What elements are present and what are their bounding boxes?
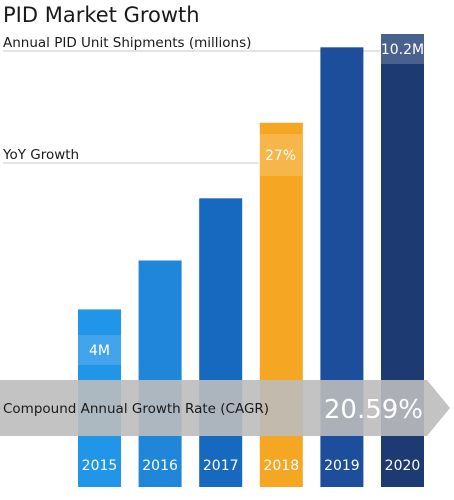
bar-2017 (199, 198, 243, 488)
start-value-label: 4M (89, 343, 110, 359)
bar-2016 (138, 260, 182, 487)
cagr-arrow (0, 380, 450, 436)
x-tick-label: 2020 (385, 458, 421, 474)
yoy-label: YoY Growth (2, 147, 79, 163)
shipments-value-badge (381, 34, 424, 64)
x-tick-label: 2018 (263, 458, 299, 474)
shipments-label: Annual PID Unit Shipments (millions) (3, 35, 251, 51)
yoy-value-label: 27% (265, 148, 296, 164)
x-tick-label: 2016 (142, 458, 178, 474)
yoy-value-badge (259, 134, 302, 176)
cagr-value: 20.59% (324, 395, 423, 425)
cagr-label: Compound Annual Growth Rate (CAGR) (3, 401, 269, 417)
shipments-value-label: 10.2M (381, 42, 424, 58)
x-tick-label: 2015 (82, 458, 118, 474)
x-tick-label: 2017 (203, 458, 239, 474)
start-value-badge (78, 335, 121, 365)
chart-title: PID Market Growth (3, 3, 200, 27)
badges-group: 4M 27% 10.2M (78, 34, 424, 365)
x-tick-label: 2019 (324, 458, 360, 474)
